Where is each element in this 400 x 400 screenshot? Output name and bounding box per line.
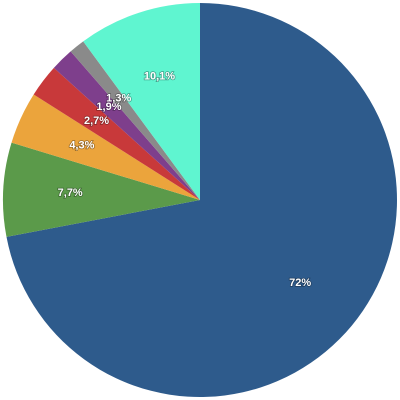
slice-label: 72% [289, 277, 311, 289]
slice-label: 2,7% [84, 115, 109, 127]
pie-slice [6, 3, 398, 397]
slice-label: 10,1% [144, 70, 175, 82]
pie-slice [70, 41, 200, 201]
pie-slice [33, 67, 200, 200]
pie-slice [11, 94, 201, 200]
slice-label: 7,7% [58, 187, 83, 199]
pie-slice [83, 2, 200, 200]
slice-label: 4,3% [69, 140, 94, 152]
slice-label: 1,9% [96, 101, 121, 113]
pie-slice [2, 142, 200, 237]
pie-slice [53, 51, 201, 201]
slice-label: 1,3% [106, 92, 131, 104]
